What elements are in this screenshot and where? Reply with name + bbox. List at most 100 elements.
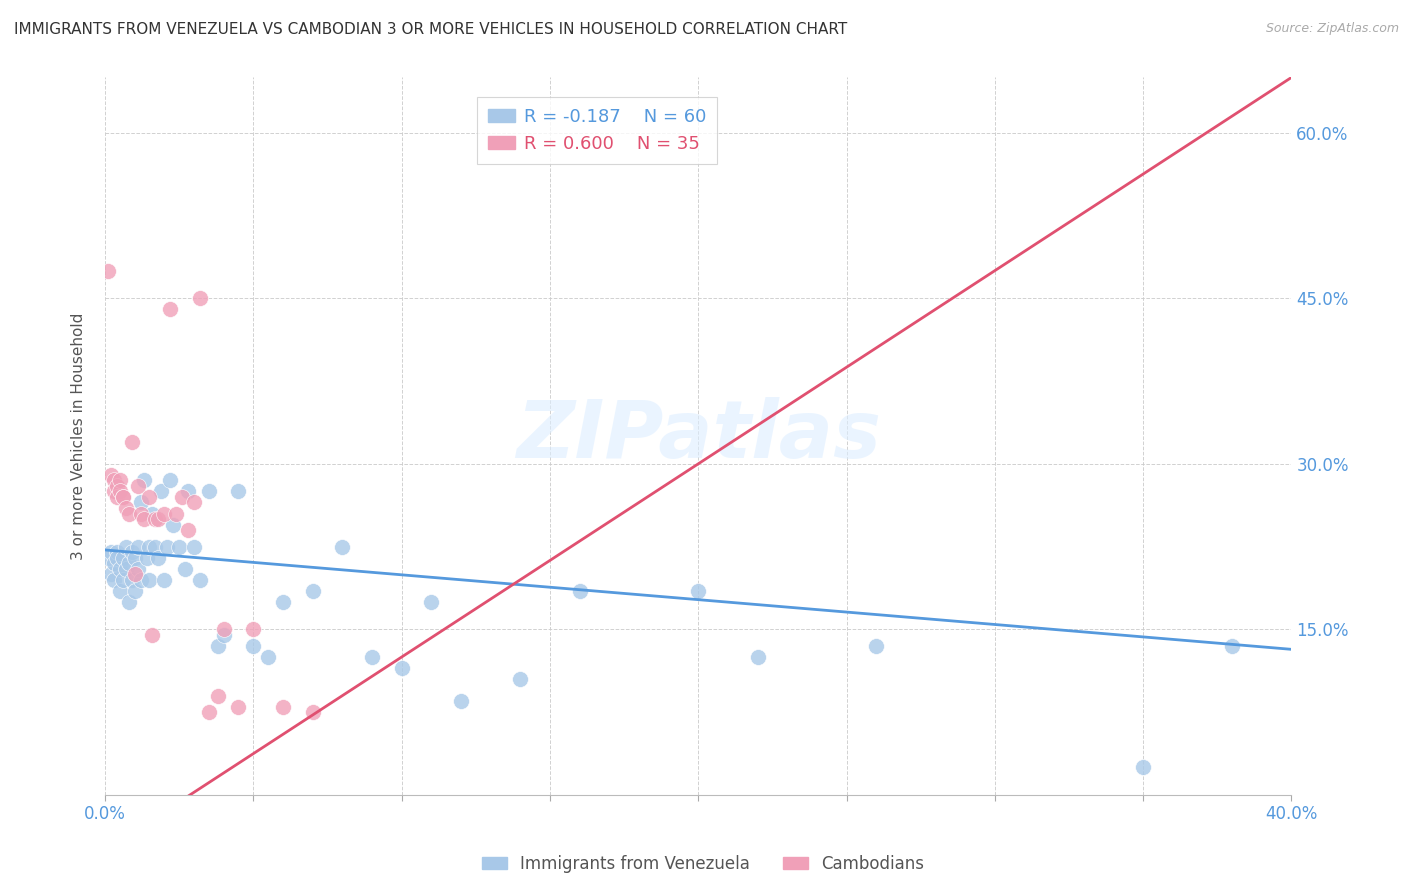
Point <box>97 263 120 277</box>
Point <box>212 628 235 642</box>
Point <box>124 583 146 598</box>
Point <box>153 507 176 521</box>
Point <box>100 467 122 482</box>
Point <box>177 484 200 499</box>
Point <box>228 699 250 714</box>
Point <box>257 650 280 665</box>
Point <box>159 302 181 317</box>
Point <box>111 490 134 504</box>
Point <box>138 490 160 504</box>
Point <box>103 556 125 570</box>
Point <box>156 540 179 554</box>
Point <box>103 573 125 587</box>
Point <box>103 484 125 499</box>
Point <box>108 484 131 499</box>
Text: Source: ZipAtlas.com: Source: ZipAtlas.com <box>1265 22 1399 36</box>
Point <box>127 479 149 493</box>
Point <box>111 550 134 565</box>
Legend: Immigrants from Venezuela, Cambodians: Immigrants from Venezuela, Cambodians <box>475 848 931 880</box>
Text: IMMIGRANTS FROM VENEZUELA VS CAMBODIAN 3 OR MORE VEHICLES IN HOUSEHOLD CORRELATI: IMMIGRANTS FROM VENEZUELA VS CAMBODIAN 3… <box>14 22 848 37</box>
Point <box>242 639 264 653</box>
Point <box>865 639 887 653</box>
Point <box>167 540 190 554</box>
Point <box>1132 760 1154 774</box>
Point <box>97 550 120 565</box>
Point <box>207 689 229 703</box>
Point <box>121 545 143 559</box>
Point <box>105 545 128 559</box>
Point <box>114 540 136 554</box>
Point <box>148 550 170 565</box>
Point <box>105 479 128 493</box>
Point <box>391 661 413 675</box>
Point <box>121 573 143 587</box>
Point <box>132 474 155 488</box>
Point <box>361 650 384 665</box>
Point <box>108 583 131 598</box>
Point <box>129 495 152 509</box>
Point <box>1220 639 1243 653</box>
Point <box>124 550 146 565</box>
Point <box>188 291 211 305</box>
Point <box>114 501 136 516</box>
Point <box>450 694 472 708</box>
Point <box>121 434 143 449</box>
Point <box>153 573 176 587</box>
Point <box>127 540 149 554</box>
Point <box>509 672 531 686</box>
Point <box>301 583 323 598</box>
Point <box>118 507 141 521</box>
Point <box>100 567 122 582</box>
Point <box>159 474 181 488</box>
Point <box>330 540 353 554</box>
Point <box>100 545 122 559</box>
Point <box>198 484 221 499</box>
Point <box>132 512 155 526</box>
Point <box>228 484 250 499</box>
Point <box>747 650 769 665</box>
Point <box>271 699 294 714</box>
Point <box>162 517 184 532</box>
Point <box>688 583 710 598</box>
Point <box>129 573 152 587</box>
Point <box>105 490 128 504</box>
Point <box>183 495 205 509</box>
Point <box>301 705 323 719</box>
Point <box>188 573 211 587</box>
Point <box>242 623 264 637</box>
Text: ZIPatlas: ZIPatlas <box>516 397 880 475</box>
Point <box>271 595 294 609</box>
Y-axis label: 3 or more Vehicles in Household: 3 or more Vehicles in Household <box>72 312 86 560</box>
Point <box>138 540 160 554</box>
Point <box>135 550 157 565</box>
Point <box>150 484 173 499</box>
Point <box>118 595 141 609</box>
Point <box>145 540 167 554</box>
Point <box>165 507 187 521</box>
Point <box>103 474 125 488</box>
Legend: R = -0.187    N = 60, R = 0.600    N = 35: R = -0.187 N = 60, R = 0.600 N = 35 <box>477 97 717 164</box>
Point <box>568 583 591 598</box>
Point <box>177 523 200 537</box>
Point <box>174 562 197 576</box>
Point <box>207 639 229 653</box>
Point <box>114 562 136 576</box>
Point <box>118 556 141 570</box>
Point <box>108 474 131 488</box>
Point <box>141 507 163 521</box>
Point <box>145 512 167 526</box>
Point <box>138 573 160 587</box>
Point <box>172 490 194 504</box>
Point <box>111 490 134 504</box>
Point <box>124 567 146 582</box>
Point <box>420 595 443 609</box>
Point <box>141 628 163 642</box>
Point <box>129 507 152 521</box>
Point <box>183 540 205 554</box>
Point <box>148 512 170 526</box>
Point <box>105 550 128 565</box>
Point <box>108 562 131 576</box>
Point <box>127 562 149 576</box>
Point <box>111 573 134 587</box>
Point <box>198 705 221 719</box>
